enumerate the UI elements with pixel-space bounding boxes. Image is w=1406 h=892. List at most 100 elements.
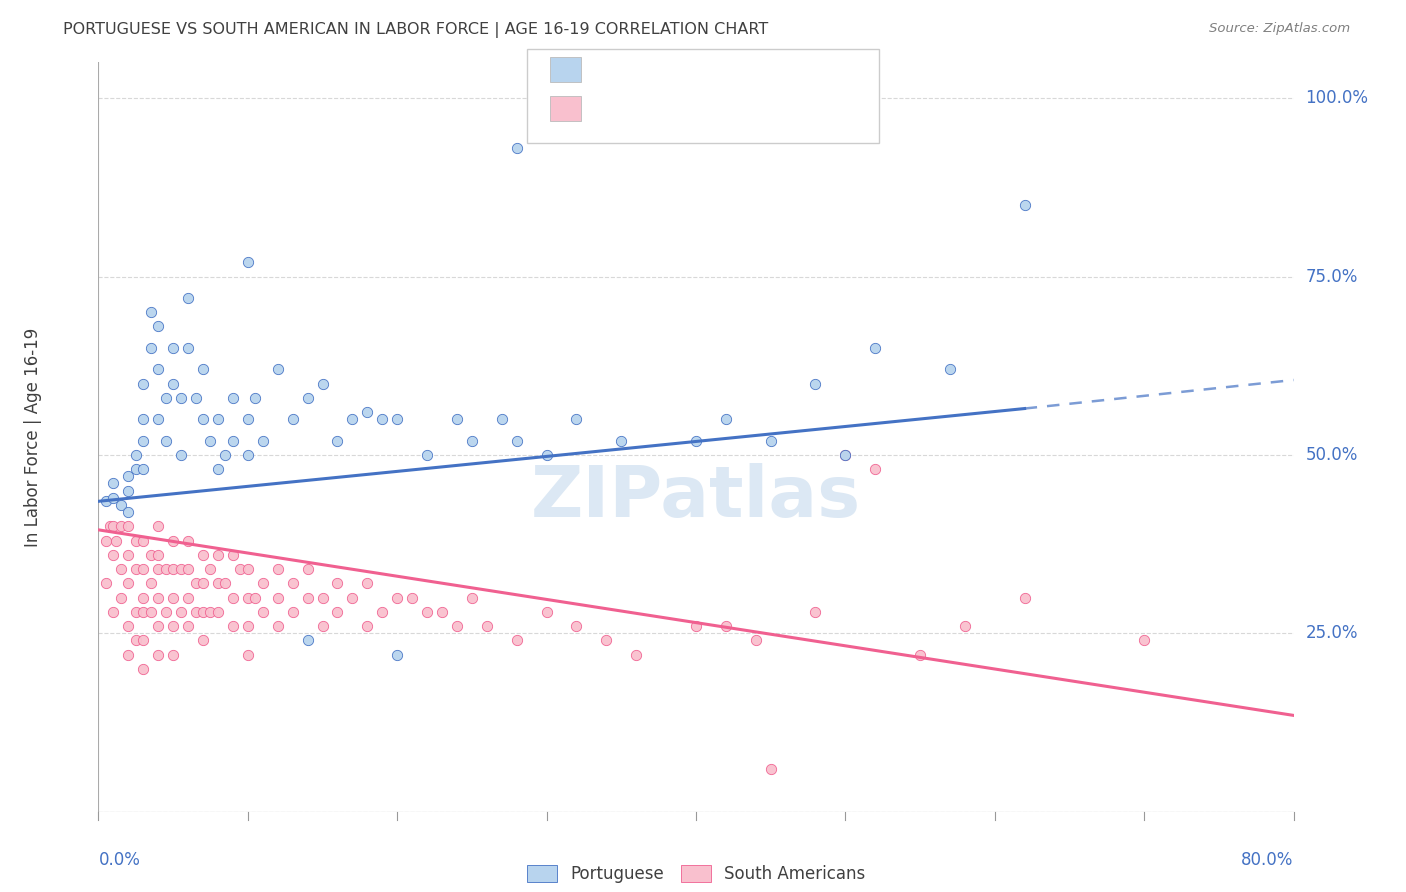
Point [714, 619, 737, 633]
Point [148, 648, 170, 662]
Point [759, 434, 782, 448]
Point [103, 605, 125, 619]
Point [214, 448, 236, 462]
Text: In Labor Force | Age 16-19: In Labor Force | Age 16-19 [24, 327, 42, 547]
Point [236, 591, 259, 605]
Point [416, 448, 439, 462]
Point [177, 562, 200, 576]
Point [385, 412, 409, 426]
Point [110, 519, 132, 533]
Point [626, 648, 648, 662]
Point [245, 591, 267, 605]
Text: 75.0%: 75.0% [1306, 268, 1358, 285]
Point [222, 591, 245, 605]
Point [371, 412, 394, 426]
Point [595, 633, 617, 648]
Point [103, 491, 125, 505]
Point [169, 562, 191, 576]
Point [162, 562, 184, 576]
Text: R = -0.419   N = 108: R = -0.419 N = 108 [589, 100, 762, 118]
Point [177, 619, 200, 633]
Point [236, 648, 259, 662]
Point [745, 633, 768, 648]
Point [506, 434, 529, 448]
Point [236, 412, 259, 426]
Point [326, 576, 349, 591]
Point [939, 362, 962, 376]
Point [184, 576, 207, 591]
Point [229, 562, 252, 576]
Point [297, 591, 319, 605]
Point [148, 519, 170, 533]
Point [207, 548, 229, 562]
Point [236, 619, 259, 633]
Point [139, 305, 162, 319]
Point [148, 548, 170, 562]
Text: R = 0.318   N = 68: R = 0.318 N = 68 [589, 61, 747, 78]
Point [1133, 633, 1156, 648]
Point [953, 619, 976, 633]
Point [177, 341, 200, 355]
Point [461, 591, 484, 605]
Point [475, 619, 498, 633]
Point [281, 576, 304, 591]
Point [169, 448, 191, 462]
Legend: Portuguese, South Americans: Portuguese, South Americans [520, 858, 872, 889]
Point [169, 605, 191, 619]
Point [117, 469, 139, 483]
Point [200, 605, 222, 619]
Point [207, 462, 229, 476]
Point [908, 648, 931, 662]
Text: 25.0%: 25.0% [1306, 624, 1358, 642]
Point [207, 576, 229, 591]
Text: 50.0%: 50.0% [1306, 446, 1358, 464]
Point [132, 562, 155, 576]
Point [117, 576, 139, 591]
Point [446, 412, 468, 426]
Point [297, 562, 319, 576]
Point [191, 412, 214, 426]
Point [162, 591, 184, 605]
Point [430, 605, 453, 619]
Point [714, 412, 737, 426]
Point [191, 633, 214, 648]
Point [461, 434, 484, 448]
Point [177, 291, 200, 305]
Point [184, 391, 207, 405]
Point [94, 533, 117, 548]
Point [506, 633, 529, 648]
Point [267, 619, 290, 633]
Point [356, 405, 378, 419]
Text: 100.0%: 100.0% [1306, 89, 1368, 107]
Point [222, 619, 245, 633]
Point [326, 434, 349, 448]
Point [125, 462, 148, 476]
Point [610, 434, 633, 448]
Point [148, 412, 170, 426]
Point [804, 376, 827, 391]
Point [200, 562, 222, 576]
Text: 80.0%: 80.0% [1241, 851, 1294, 869]
Point [132, 591, 155, 605]
Point [311, 591, 333, 605]
Point [834, 448, 856, 462]
Point [162, 648, 184, 662]
Point [252, 576, 274, 591]
Point [139, 605, 162, 619]
Point [565, 619, 588, 633]
Point [125, 605, 148, 619]
Point [103, 548, 125, 562]
Point [148, 619, 170, 633]
Point [148, 591, 170, 605]
Point [94, 494, 117, 508]
Point [110, 591, 132, 605]
Point [94, 576, 117, 591]
Text: PORTUGUESE VS SOUTH AMERICAN IN LABOR FORCE | AGE 16-19 CORRELATION CHART: PORTUGUESE VS SOUTH AMERICAN IN LABOR FO… [63, 22, 769, 38]
Point [125, 448, 148, 462]
Point [132, 462, 155, 476]
Point [191, 605, 214, 619]
Point [385, 591, 409, 605]
Point [236, 255, 259, 269]
Point [356, 619, 378, 633]
Point [356, 576, 378, 591]
